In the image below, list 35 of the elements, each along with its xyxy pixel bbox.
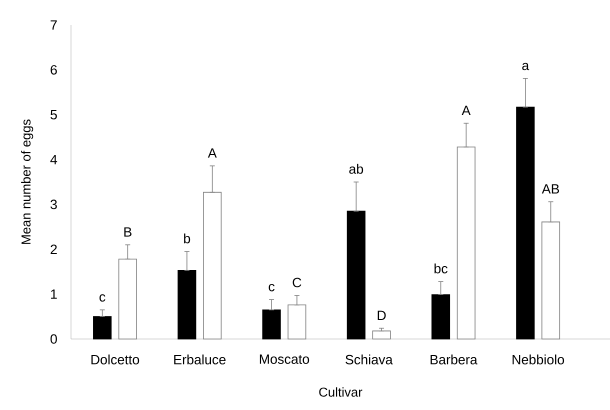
x-tick-label: Schiava (346, 354, 393, 364)
data-label: A (208, 148, 217, 158)
y-tick-label: 4 (50, 154, 58, 164)
data-label: a (522, 62, 530, 70)
y-axis-title: Mean number of eggs (21, 119, 34, 244)
y-tick-label: 5 (50, 110, 57, 120)
data-label: bc (434, 264, 448, 274)
bar (93, 316, 112, 340)
y-tick-label: 7 (50, 20, 57, 30)
bar (372, 330, 391, 340)
data-label: b (184, 233, 190, 244)
x-tick-label: Erbaluce (174, 354, 226, 364)
y-tick-label: 0 (50, 334, 57, 344)
bar (516, 106, 535, 340)
y-tick-label: 3 (50, 200, 57, 210)
data-label: B (124, 227, 132, 237)
y-tick-label: 2 (50, 244, 57, 254)
bar (346, 210, 366, 340)
bar (178, 270, 196, 340)
x-tick-label: Moscato (260, 354, 310, 364)
x-tick-label: Dolcetto (91, 354, 140, 364)
bar (431, 294, 450, 340)
data-label: c (100, 294, 106, 302)
bar (262, 309, 281, 340)
x-tick-label: Barbera (430, 354, 478, 364)
x-tick-label: Nebbiolo (512, 354, 564, 364)
data-label: c (268, 284, 275, 292)
data-label: D (378, 310, 386, 320)
data-label: AB (542, 184, 560, 194)
y-tick-label: 6 (50, 65, 57, 75)
y-tick-label: 1 (51, 290, 57, 299)
data-label: A (462, 106, 471, 116)
data-label: ab (349, 164, 364, 174)
x-axis-title: Cultivar (319, 387, 362, 397)
data-label: C (292, 278, 302, 288)
